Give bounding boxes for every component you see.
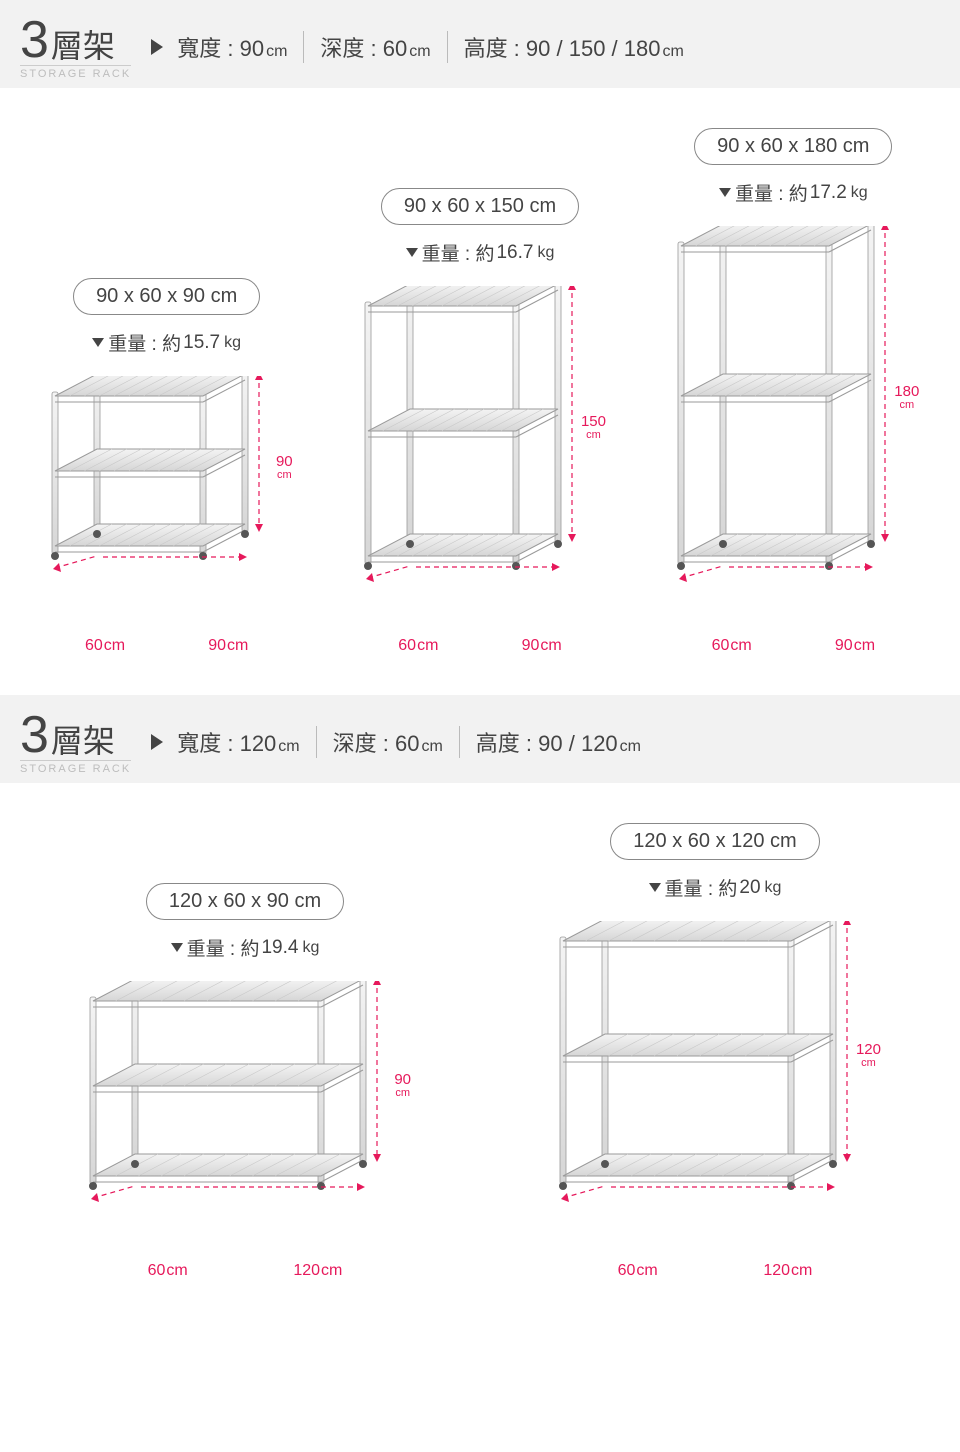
- rack-area: 180cm: [673, 226, 913, 631]
- tier-number: 3: [20, 706, 49, 764]
- width-dim: 90cm: [522, 637, 562, 655]
- bottom-dims: 60cm 120cm: [148, 1262, 343, 1280]
- bottom-dims: 60cm 90cm: [398, 637, 561, 655]
- tier-label: 層架: [51, 723, 115, 759]
- height-spec: 高度 : 90 / 150 / 180cm: [447, 31, 700, 63]
- size-pill: 120 x 60 x 120 cm: [610, 823, 819, 860]
- depth-spec: 深度 : 60cm: [303, 31, 446, 63]
- bottom-dims: 60cm 90cm: [85, 637, 248, 655]
- rack-area: 150cm: [360, 286, 600, 631]
- subtitle: STORAGE RACK: [20, 760, 131, 775]
- bottom-dims: 60cm 120cm: [618, 1262, 813, 1280]
- weight-line: 重量 : 約 16.7 kg: [406, 239, 555, 266]
- triangle-down-icon: [171, 943, 183, 952]
- width-spec: 寬度 : 90cm: [177, 31, 303, 63]
- specs-row: 寬度 : 120cm 深度 : 60cm 高度 : 90 / 120cm: [177, 726, 657, 758]
- weight-line: 重量 : 約 15.7 kg: [92, 329, 241, 356]
- section1-products: 90 x 60 x 90 cm 重量 : 約 15.7 kg: [0, 88, 960, 685]
- height-dim: 120cm: [856, 1041, 881, 1069]
- depth-dim: 60cm: [712, 637, 752, 655]
- tier-number: 3: [20, 11, 49, 69]
- width-spec: 寬度 : 120cm: [177, 726, 315, 758]
- rack-area: 120cm: [555, 921, 875, 1256]
- triangle-down-icon: [719, 188, 731, 197]
- depth-dim: 60cm: [148, 1262, 188, 1280]
- product-col: 120 x 60 x 90 cm 重量 : 約 19.4 kg: [85, 883, 405, 1280]
- section2-header: 3層架 STORAGE RACK 寬度 : 120cm 深度 : 60cm 高度…: [0, 695, 960, 783]
- tier-label: 層架: [51, 28, 115, 64]
- size-pill: 90 x 60 x 90 cm: [73, 278, 260, 315]
- width-dim: 90cm: [208, 637, 248, 655]
- title-block: 3層架 STORAGE RACK: [20, 14, 131, 80]
- rack-illustration: [85, 981, 405, 1251]
- width-dim: 120cm: [293, 1262, 342, 1280]
- rack-area: 90cm: [47, 376, 287, 631]
- depth-spec: 深度 : 60cm: [316, 726, 459, 758]
- size-pill: 120 x 60 x 90 cm: [146, 883, 344, 920]
- section2-products: 120 x 60 x 90 cm 重量 : 約 19.4 kg: [0, 783, 960, 1310]
- bottom-dims: 60cm 90cm: [712, 637, 875, 655]
- size-pill: 90 x 60 x 150 cm: [381, 188, 579, 225]
- height-dim: 90cm: [276, 453, 293, 481]
- height-spec: 高度 : 90 / 120cm: [459, 726, 657, 758]
- product-col: 90 x 60 x 150 cm 重量 : 約 16.7 kg: [360, 188, 600, 655]
- height-dim: 180cm: [894, 383, 919, 411]
- product-col: 90 x 60 x 90 cm 重量 : 約 15.7 kg: [47, 278, 287, 655]
- section1-header: 3層架 STORAGE RACK 寬度 : 90cm 深度 : 60cm 高度 …: [0, 0, 960, 88]
- depth-dim: 60cm: [85, 637, 125, 655]
- depth-dim: 60cm: [398, 637, 438, 655]
- rack-area: 90cm: [85, 981, 405, 1256]
- specs-row: 寬度 : 90cm 深度 : 60cm 高度 : 90 / 150 / 180c…: [177, 31, 700, 63]
- height-dim: 150cm: [581, 413, 606, 441]
- height-dim: 90cm: [394, 1071, 411, 1099]
- triangle-down-icon: [406, 248, 418, 257]
- triangle-right-icon: [151, 734, 163, 750]
- title-block: 3層架 STORAGE RACK: [20, 709, 131, 775]
- rack-illustration: [673, 226, 913, 626]
- triangle-down-icon: [649, 883, 661, 892]
- triangle-down-icon: [92, 338, 104, 347]
- triangle-right-icon: [151, 39, 163, 55]
- weight-line: 重量 : 約 17.2 kg: [719, 179, 868, 206]
- depth-dim: 60cm: [618, 1262, 658, 1280]
- rack-illustration: [47, 376, 287, 626]
- product-col: 90 x 60 x 180 cm 重量 : 約 17.2 kg: [673, 128, 913, 655]
- weight-line: 重量 : 約 19.4 kg: [171, 934, 320, 961]
- product-col: 120 x 60 x 120 cm 重量 : 約 20 kg: [555, 823, 875, 1280]
- rack-illustration: [555, 921, 875, 1251]
- subtitle: STORAGE RACK: [20, 65, 131, 80]
- size-pill: 90 x 60 x 180 cm: [694, 128, 892, 165]
- weight-line: 重量 : 約 20 kg: [649, 874, 782, 901]
- width-dim: 90cm: [835, 637, 875, 655]
- rack-illustration: [360, 286, 600, 626]
- width-dim: 120cm: [763, 1262, 812, 1280]
